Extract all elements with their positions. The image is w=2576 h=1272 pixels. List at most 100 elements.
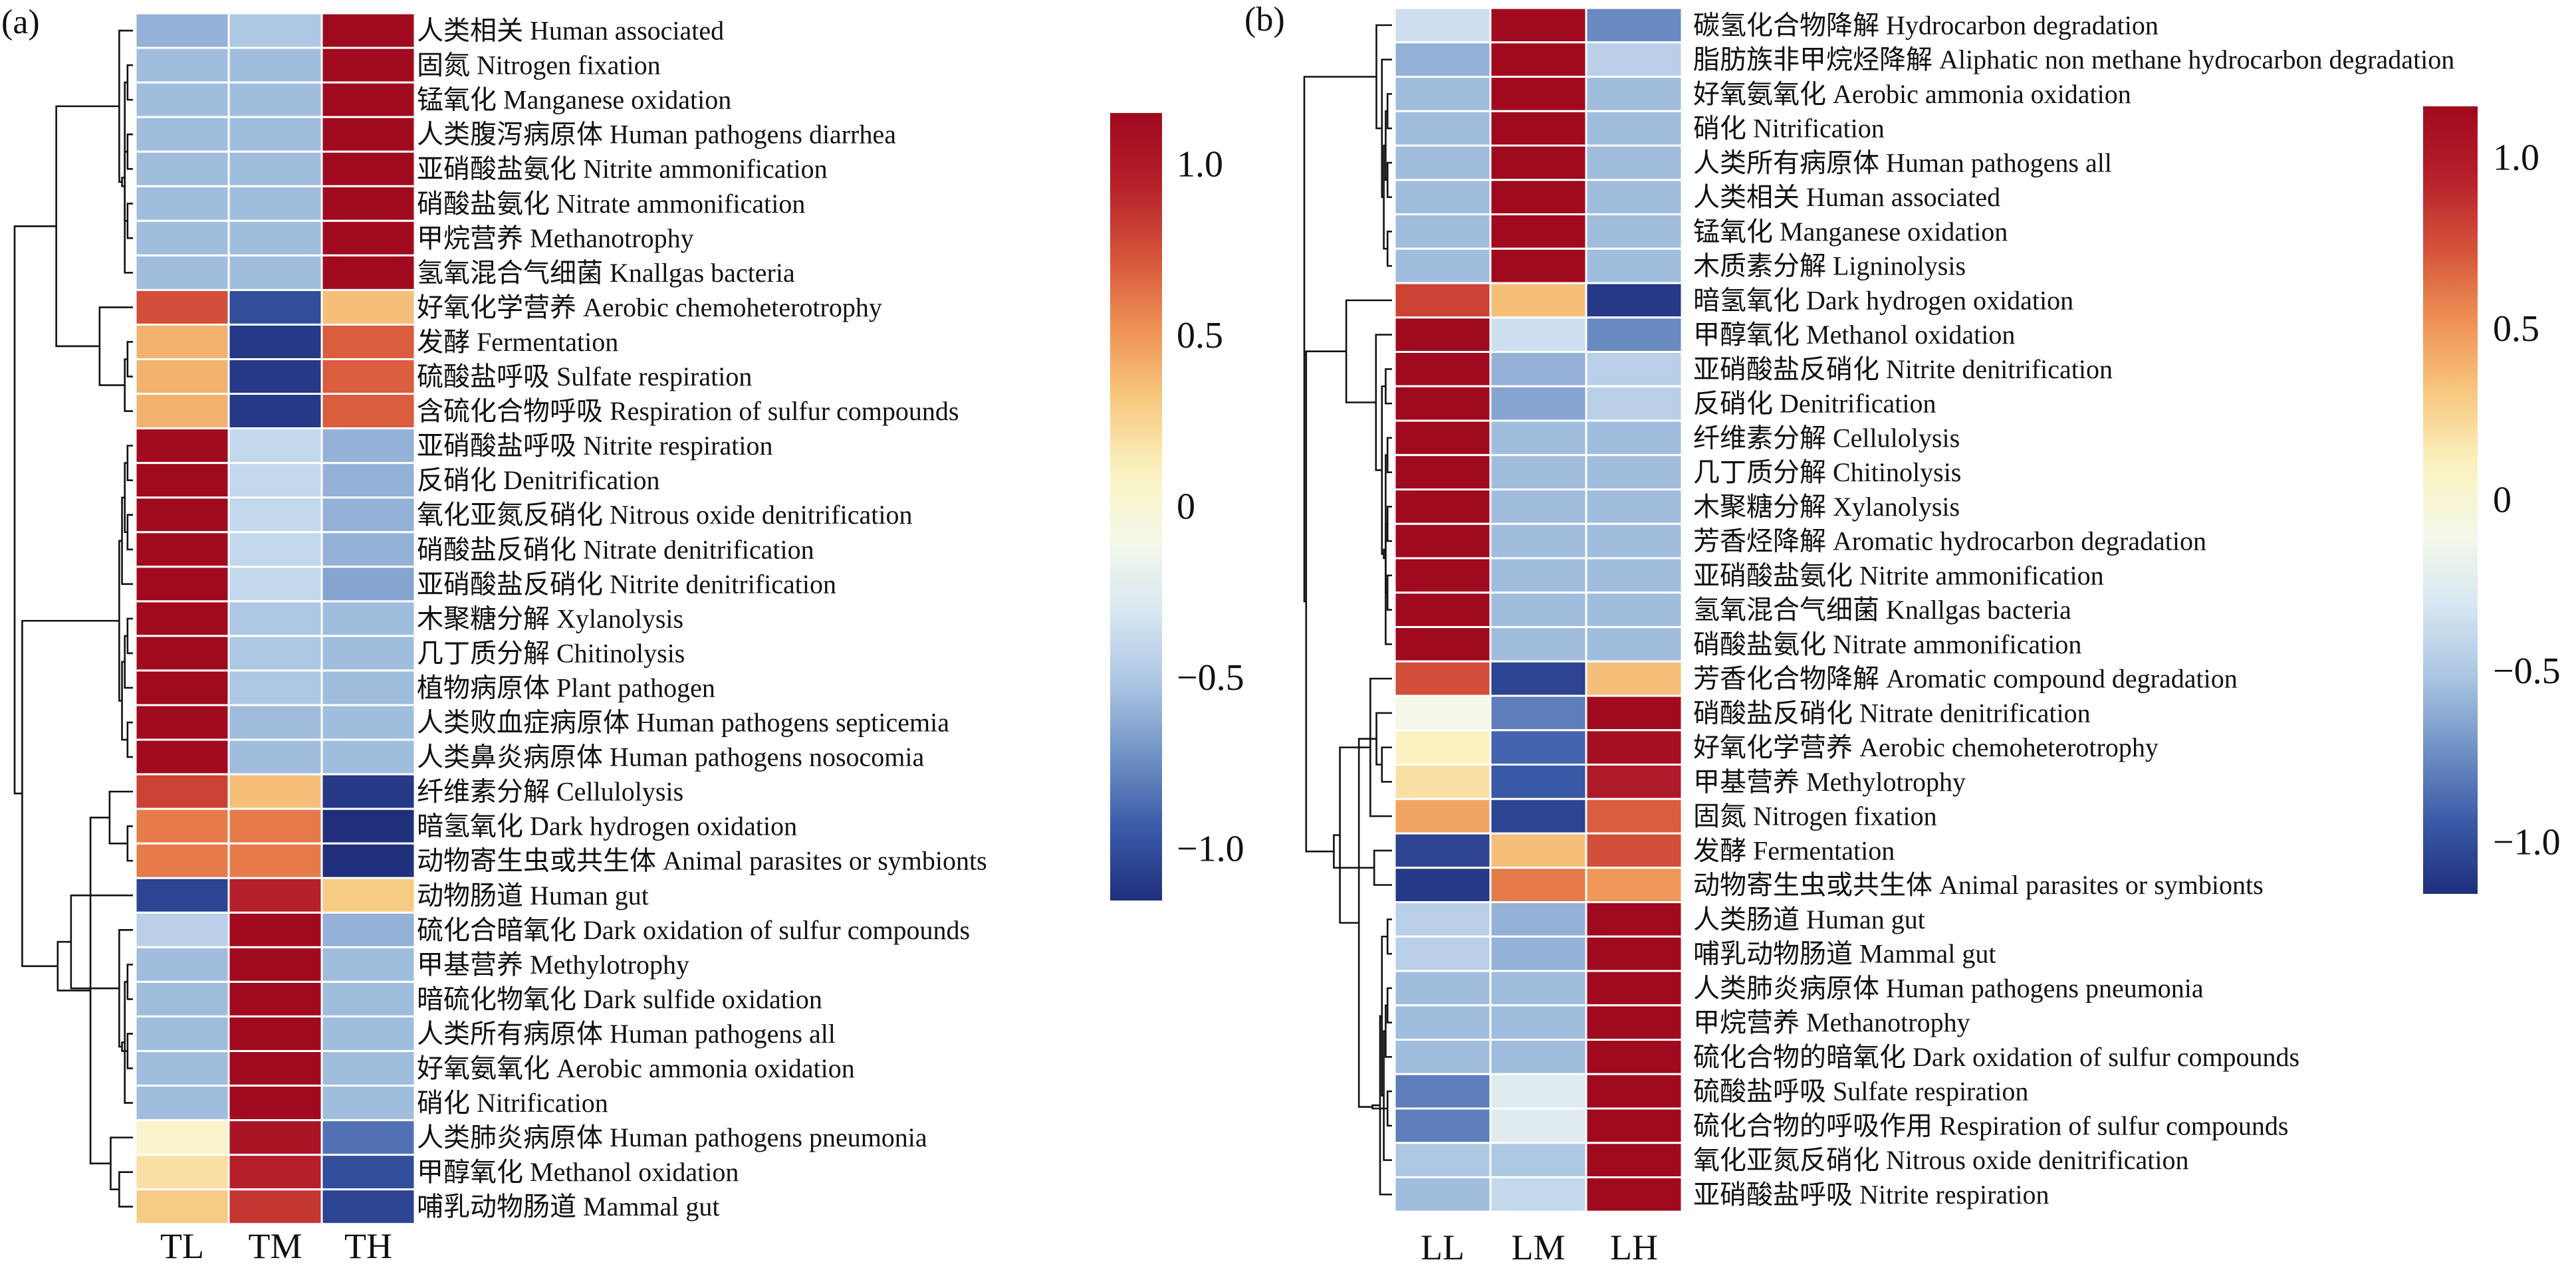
row-dendrogram bbox=[1303, 24, 1392, 1196]
heatmap-cell bbox=[1585, 1039, 1683, 1075]
row-label: 发酵 Fermentation bbox=[417, 327, 618, 357]
heatmap-cell bbox=[1393, 488, 1492, 525]
heatmap-cell bbox=[134, 393, 230, 430]
heatmap-cell bbox=[1585, 385, 1683, 422]
row-label: 人类鼻炎病原体 Human pathogens nosocomia bbox=[417, 742, 924, 772]
dendrogram-branch bbox=[124, 635, 133, 689]
colorbar bbox=[1110, 113, 1162, 901]
heatmap-cell bbox=[320, 1050, 416, 1087]
heatmap-cell bbox=[1393, 832, 1492, 869]
heatmap-cell bbox=[320, 150, 416, 187]
dendrogram-branch bbox=[1386, 987, 1392, 1023]
dendrogram-branch bbox=[1386, 93, 1392, 130]
row-label: 发酵 Fermentation bbox=[1693, 835, 1895, 865]
heatmap-cell bbox=[320, 288, 416, 326]
row-label: 好氧氨氧化 Aerobic ammonia oxidation bbox=[1693, 79, 2131, 109]
heatmap-cell bbox=[320, 877, 416, 914]
dendrogram-branch bbox=[1381, 746, 1392, 783]
dendrogram-branch bbox=[1381, 935, 1388, 1097]
dendrogram-branch bbox=[126, 445, 133, 481]
dendrogram-branch bbox=[118, 540, 122, 702]
heatmap-cell bbox=[320, 81, 416, 118]
heatmap-cell bbox=[1585, 832, 1683, 869]
row-label: 好氧化学营养 Aerobic chemoheterotrophy bbox=[1693, 732, 2159, 762]
heatmap-cell bbox=[1393, 110, 1492, 147]
heatmap-cell bbox=[1489, 1142, 1587, 1178]
row-label: 人类肺炎病原体 Human pathogens pneumonia bbox=[417, 1122, 927, 1152]
row-label: 氢氧混合气细菌 Knallgas bacteria bbox=[417, 258, 795, 288]
row-label: 甲基营养 Methylotrophy bbox=[417, 950, 689, 980]
dendrogram-branch bbox=[21, 619, 120, 968]
heatmap-cell bbox=[1585, 179, 1683, 215]
heatmap-cell bbox=[227, 738, 323, 776]
heatmap-cell bbox=[134, 150, 230, 187]
dendrogram-branch bbox=[1386, 506, 1392, 542]
heatmap-cell bbox=[227, 635, 323, 672]
colorbar-tick-label: −1.0 bbox=[2493, 822, 2561, 863]
heatmap-cell bbox=[134, 254, 230, 291]
colorbar-tick-label: −0.5 bbox=[2493, 651, 2561, 692]
heatmap-cell bbox=[320, 1188, 416, 1225]
heatmap-cell bbox=[1585, 1004, 1683, 1041]
heatmap-cell bbox=[1585, 626, 1683, 663]
heatmap-cell bbox=[1585, 729, 1683, 766]
heatmap-cell bbox=[227, 1050, 323, 1087]
heatmap-cell bbox=[1489, 1039, 1587, 1075]
heatmap-cell bbox=[320, 946, 416, 983]
heatmap-cell bbox=[320, 669, 416, 706]
heatmap-cell bbox=[1585, 694, 1683, 732]
row-label: 纤维素分解 Cellulolysis bbox=[417, 777, 683, 807]
heatmap-cell bbox=[227, 946, 323, 983]
heatmap-cell bbox=[227, 1188, 323, 1225]
row-label: 亚硝酸盐呼吸 Nitrite respiration bbox=[1693, 1180, 2049, 1210]
heatmap-cell bbox=[134, 1119, 230, 1156]
row-label: 甲醇氧化 Methanol oxidation bbox=[417, 1157, 739, 1187]
heatmap-cell bbox=[1585, 213, 1683, 250]
heatmap-cell bbox=[320, 1015, 416, 1052]
heatmap-cell bbox=[227, 496, 323, 534]
heatmap-cell bbox=[1393, 660, 1492, 697]
dendrogram-branch bbox=[110, 1136, 133, 1190]
heatmap-cell bbox=[134, 807, 230, 845]
heatmap-cell bbox=[320, 393, 416, 430]
row-label: 几丁质分解 Chitinolysis bbox=[417, 638, 685, 668]
heatmap-cell bbox=[227, 842, 323, 879]
dendrogram-branch bbox=[126, 825, 133, 862]
dendrogram-branch bbox=[1383, 1030, 1392, 1161]
column-label: LM bbox=[1512, 1227, 1566, 1267]
dendrogram-branch bbox=[118, 29, 133, 183]
dendrogram-branch bbox=[1305, 350, 1347, 853]
colorbar-tick-label: 1.0 bbox=[1177, 144, 1223, 185]
heatmap-cell bbox=[1585, 935, 1683, 972]
dendrogram-branch bbox=[1375, 712, 1392, 766]
dendrogram-branch bbox=[1339, 746, 1371, 924]
heatmap-cell bbox=[1585, 488, 1683, 525]
heatmap-cell bbox=[1585, 351, 1683, 387]
panel-label: (b) bbox=[1244, 1, 1285, 39]
row-label: 木质素分解 Ligninolysis bbox=[1693, 251, 1966, 281]
row-label: 暗氢氧化 Dark hydrogen oxidation bbox=[1693, 285, 2073, 315]
heatmap-cell bbox=[1585, 970, 1683, 1007]
heatmap-cell bbox=[1393, 419, 1492, 457]
dendrogram-branch bbox=[121, 496, 133, 585]
row-label: 人类肠道 Human gut bbox=[1693, 904, 1925, 934]
dendrogram-branch bbox=[1386, 161, 1392, 198]
heatmap-cell bbox=[1393, 76, 1492, 112]
heatmap-cell bbox=[1393, 694, 1492, 732]
heatmap-cell bbox=[1585, 1142, 1683, 1178]
row-label: 硝酸盐反硝化 Nitrate denitrification bbox=[1693, 698, 2091, 728]
heatmap-cell bbox=[1585, 454, 1683, 490]
heatmap-cell bbox=[134, 946, 230, 983]
row-label: 亚硝酸盐反硝化 Nitrite denitrification bbox=[417, 569, 836, 599]
column-label: TH bbox=[344, 1226, 392, 1266]
heatmap-cell bbox=[320, 600, 416, 637]
heatmap-cell bbox=[227, 150, 323, 187]
row-label: 植物病原体 Plant pathogen bbox=[417, 673, 715, 702]
dendrogram-branch bbox=[1383, 144, 1388, 250]
row-label: 硝酸盐氨化 Nitrate ammonification bbox=[417, 189, 805, 219]
heatmap-cell bbox=[134, 288, 230, 326]
heatmap-cell bbox=[227, 1015, 323, 1052]
heatmap-cell bbox=[1489, 351, 1587, 387]
colorbar-tick-label: 1.0 bbox=[2493, 137, 2539, 178]
